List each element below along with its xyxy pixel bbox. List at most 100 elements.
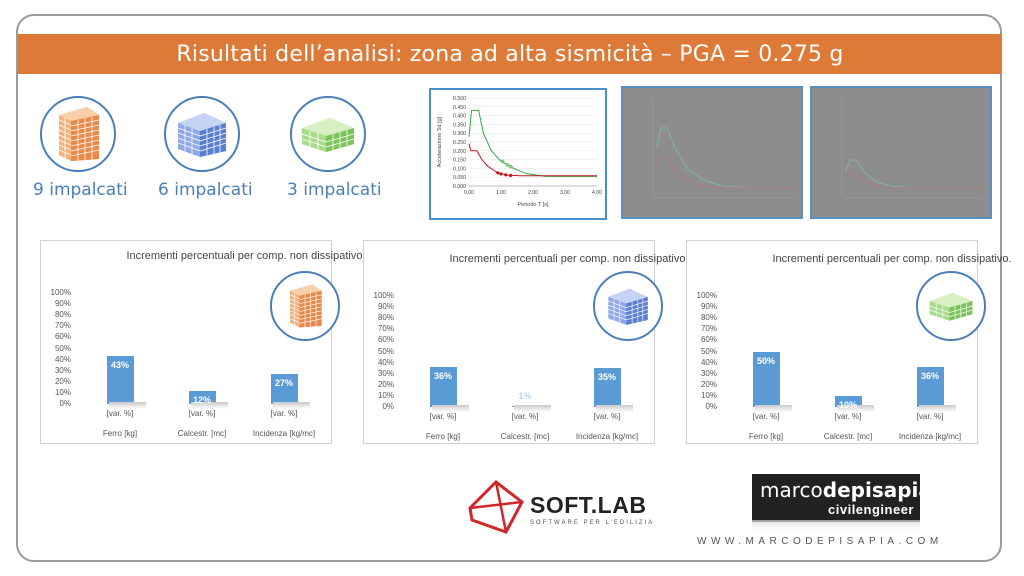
chart-data-label: 43% (110, 360, 129, 371)
chart-bar (430, 367, 457, 407)
chart-ytick: 10% (54, 387, 71, 397)
chart-x-sublabel: [var. %] (752, 412, 780, 421)
spectrum-ytick: 0.050 (453, 175, 466, 181)
spectrum-point-red (504, 173, 508, 177)
chart-ytick: 20% (54, 376, 71, 386)
softlab-logo: SOFT.LAB SOFTWARE PER L'EDILIZIA (466, 476, 666, 536)
spectrum-xtick: 2.00 (528, 190, 538, 196)
slide-title: Risultati dell’analisi: zona ad alta sis… (18, 34, 1002, 74)
chart-ytick: 40% (54, 354, 71, 364)
building-6-storey-badge-icon (593, 271, 663, 341)
chart-ytick: 30% (54, 365, 71, 375)
spectrum-ytick: 0.450 (453, 105, 466, 111)
building-label-6: 6 impalcati (158, 180, 253, 200)
spectrum-ytick: 0.000 (453, 184, 466, 190)
spectrum-ytick: 0.100 (453, 166, 466, 172)
chart-ytick: 30% (700, 368, 717, 378)
spectrum-ytick: 0.400 (453, 114, 466, 120)
chart-category-label: Incidenza [kg/mc] (252, 429, 316, 438)
chart-data-label: 36% (920, 371, 939, 382)
spectrum-point-red (509, 173, 513, 178)
mdp-subtitle: civilengineer (828, 502, 914, 517)
chart-ytick: 80% (377, 313, 394, 323)
mdp-name: marcodepisapia (760, 478, 932, 502)
softlab-tagline: SOFTWARE PER L'EDILIZIA (530, 520, 655, 526)
chart-x-sublabel: [var. %] (593, 412, 621, 421)
spectrum-point-green (505, 163, 510, 167)
chart-ytick: 60% (377, 335, 394, 345)
softlab-mark-icon (468, 480, 524, 534)
chart-ytick: 100% (373, 291, 394, 300)
chart-ytick: 0% (705, 402, 717, 411)
chart-title: Incrementi percentuali per comp. non dis… (449, 253, 689, 265)
spectrum-point-green (508, 164, 513, 169)
chart-bar-shadow (432, 405, 469, 412)
chart-category-label: Calcestr. [mc] (823, 432, 873, 441)
chart-ytick: 30% (377, 368, 394, 378)
chart-title: Incrementi percentuali per comp. non dis… (126, 250, 366, 262)
chart-ytick: 60% (54, 332, 71, 342)
chart-title: Incrementi percentuali per comp. non dis… (772, 253, 1012, 265)
bar-chart-6-storey: Incrementi percentuali per comp. non dis… (363, 240, 689, 444)
chart-bar-shadow (109, 402, 146, 409)
chart-ytick: 80% (54, 310, 71, 320)
chart-ytick: 50% (377, 346, 394, 356)
chart-ytick: 10% (700, 390, 717, 400)
chart-bar (107, 356, 134, 404)
chart-bar (189, 390, 216, 404)
spectrum-thumbnail-2 (810, 86, 992, 219)
spectrum-point-red (496, 171, 500, 175)
chart-bar-shadow (755, 405, 792, 412)
chart-ytick: 40% (377, 357, 394, 367)
chart-bar-shadow (191, 402, 228, 409)
chart-ytick: 90% (54, 299, 71, 309)
website-url[interactable]: WWW.MARCODEPISAPIA.COM (697, 536, 943, 547)
chart-category-label: Incidenza [kg/mc] (898, 432, 962, 441)
response-spectrum-chart: 0.500 0.450 0.400 0.350 0.300 0.250 0.200 0.150… (429, 88, 607, 220)
building-3-storey-badge-icon (916, 271, 986, 341)
spectrum-xtick: 0.00 (464, 190, 474, 196)
spectrum-ytick: 0.300 (453, 131, 466, 137)
chart-x-sublabel: [var. %] (834, 412, 862, 421)
chart-bar (835, 395, 862, 407)
chart-ytick: 20% (377, 379, 394, 389)
chart-data-label: 27% (274, 378, 293, 389)
spectrum-ytick: 0.150 (453, 158, 466, 164)
spectrum-thumbnail-1 (621, 86, 803, 219)
spectrum-series-green (468, 109, 597, 177)
spectrum-xtick: 4.00 (592, 190, 602, 196)
marcodepisapia-logo: marcodepisapia civilengineer (752, 474, 932, 522)
chart-ytick: 10% (377, 390, 394, 400)
chart-x-sublabel: [var. %] (511, 412, 539, 421)
spectrum-plot: 0.500 0.450 0.400 0.350 0.300 0.250 0.200 0.150… (437, 96, 602, 208)
chart-category-label: Calcestr. [mc] (500, 432, 550, 441)
building-label-9: 9 impalcati (33, 180, 128, 200)
chart-bar (917, 367, 944, 407)
chart-ytick: 100% (696, 291, 717, 300)
building-6-storey-icon (164, 96, 240, 172)
spectrum-ylabel: Accelerazione Sd [g] (437, 116, 443, 167)
chart-category-label: Ferro [kg] (748, 432, 784, 441)
spectrum-ytick: 0.200 (453, 149, 466, 155)
mdp-reflection (752, 520, 920, 530)
chart-bar (753, 351, 780, 407)
chart-ytick: 60% (700, 335, 717, 345)
building-9-storey-icon (40, 96, 116, 172)
building-label-3: 3 impalcati (287, 180, 382, 200)
chart-ytick: 90% (700, 302, 717, 312)
chart-bar-shadow (837, 405, 874, 412)
chart-data-label: 10% (838, 399, 857, 410)
spectrum-ytick: 0.350 (453, 122, 466, 128)
chart-ytick: 50% (700, 346, 717, 356)
chart-x-sublabel: [var. %] (106, 409, 134, 418)
chart-bar-shadow (596, 405, 633, 412)
chart-ytick: 100% (50, 288, 71, 297)
spectrum-point-red (499, 172, 503, 176)
spectrum-xtick: 3.00 (560, 190, 570, 196)
chart-ytick: 20% (700, 379, 717, 389)
bar-chart-3-storey: Incrementi percentuali per comp. non dis… (686, 240, 1012, 444)
chart-category-label: Calcestr. [mc] (177, 429, 227, 438)
spectrum-xtick: 1.00 (496, 190, 506, 196)
chart-data-label: 35% (597, 372, 616, 383)
building-9-storey-badge-icon (270, 271, 340, 341)
